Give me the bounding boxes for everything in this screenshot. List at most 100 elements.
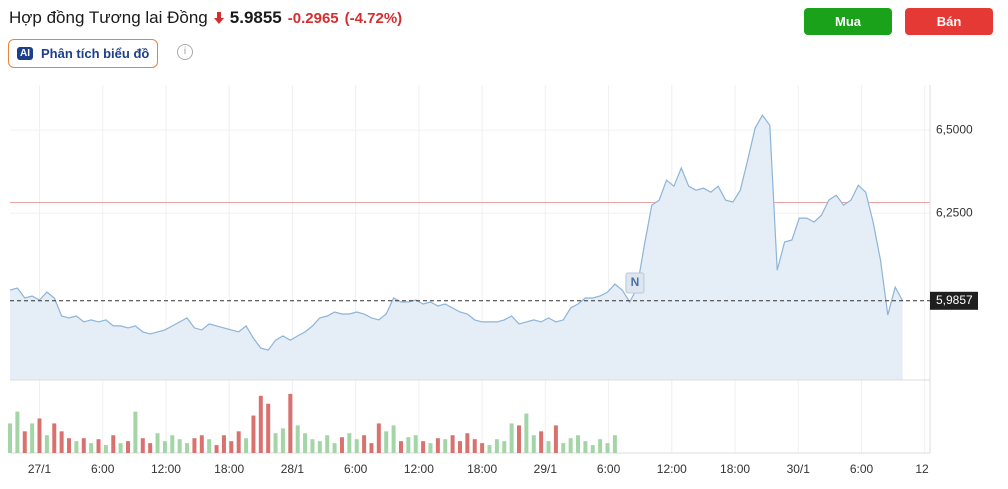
x-tick-label: 18:00: [467, 462, 497, 476]
volume-bar: [472, 439, 477, 453]
volume-bar: [539, 431, 544, 453]
volume-bar: [339, 437, 344, 453]
volume-bar: [517, 425, 522, 453]
volume-bar: [170, 435, 175, 453]
volume-bar: [207, 439, 212, 453]
volume-bar: [148, 443, 153, 453]
volume-bar: [325, 435, 330, 453]
volume-bar: [362, 435, 367, 453]
x-tick-label: 27/1: [28, 462, 52, 476]
volume-bar: [22, 431, 27, 453]
volume-bar: [74, 441, 79, 453]
change-percent: (-4.72%): [344, 9, 403, 27]
x-tick-label: 30/1: [787, 462, 811, 476]
x-tick-label: 6:00: [91, 462, 115, 476]
volume-bar: [229, 441, 234, 453]
volume-bar: [583, 441, 588, 453]
volume-bar: [369, 443, 374, 453]
volume-bar: [81, 438, 86, 453]
buy-button[interactable]: Mua: [804, 8, 892, 35]
volume-bar: [487, 445, 492, 453]
y-tick-label: 6,2500: [936, 205, 973, 219]
volume-bar: [347, 433, 352, 453]
x-tick-label: 18:00: [720, 462, 750, 476]
volume-bar: [288, 393, 293, 453]
volume-bar: [561, 443, 566, 453]
volume-bar: [37, 418, 42, 453]
volume-bar: [266, 403, 271, 453]
volume-bar: [524, 413, 529, 453]
volume-bar: [251, 415, 256, 453]
news-marker-label: N: [631, 275, 640, 289]
volume-bar: [44, 435, 49, 453]
price-line: [9, 114, 904, 351]
volume-bar: [391, 425, 396, 453]
volume-bar: [450, 435, 455, 453]
x-tick-label: 12: [915, 462, 929, 476]
volume-bar: [244, 438, 249, 453]
volume-bar: [398, 441, 403, 453]
volume-bar: [303, 433, 308, 453]
volume-bar: [111, 435, 116, 453]
volume-bar: [59, 431, 64, 453]
x-tick-label: 28/1: [281, 462, 305, 476]
analysis-button[interactable]: AI Phân tích biểu đồ: [8, 39, 159, 68]
x-tick-label: 12:00: [657, 462, 687, 476]
volume-bar: [428, 443, 433, 453]
volume-bar: [317, 441, 322, 453]
down-arrow: [213, 12, 224, 24]
info-icon[interactable]: i: [177, 44, 193, 60]
y-tick-label: 6,5000: [936, 122, 973, 136]
volume-bar: [384, 431, 389, 453]
volume-bar: [258, 395, 263, 453]
sell-button[interactable]: Bán: [905, 8, 993, 35]
volume-bar: [568, 438, 573, 453]
volume-bar: [273, 433, 278, 453]
header: Hợp đồng Tương lai Đồng 5.9855 -0.2965 (…: [9, 8, 402, 28]
volume-bar: [221, 435, 226, 453]
volume-bar: [480, 443, 485, 453]
volume-bar: [546, 441, 551, 453]
volume-bar: [465, 433, 470, 453]
volume-bar: [435, 438, 440, 453]
x-tick-label: 18:00: [214, 462, 244, 476]
volume-bar: [494, 439, 499, 453]
volume-bar: [118, 443, 123, 453]
volume-bar: [52, 423, 57, 453]
volume-bar: [354, 439, 359, 453]
volume-bar: [155, 433, 160, 453]
volume-bar: [553, 425, 558, 453]
volume-bar: [236, 431, 241, 453]
volume-bar: [126, 441, 131, 453]
volume-bar: [185, 443, 190, 453]
x-tick-label: 12:00: [151, 462, 181, 476]
last-price-box: [930, 291, 978, 310]
volume-bar: [332, 443, 337, 453]
volume-bar: [612, 435, 617, 453]
x-tick-label: 12:00: [404, 462, 434, 476]
news-marker: [625, 272, 645, 294]
volume-bar: [199, 435, 204, 453]
volume-bar: [30, 423, 35, 453]
volume-bar: [605, 443, 610, 453]
area: [10, 115, 903, 380]
volume-bar: [590, 445, 595, 453]
volume-bar: [457, 441, 462, 453]
x-tick-label: 29/1: [534, 462, 558, 476]
volume-bar: [89, 443, 94, 453]
analysis-label: Phân tích biểu đồ: [41, 46, 150, 61]
volume-bar: [8, 423, 12, 453]
volume-bar: [295, 425, 300, 453]
x-tick-label: 6:00: [344, 462, 368, 476]
ai-badge: AI: [17, 47, 33, 60]
change: -0.2965: [287, 9, 339, 27]
volume-bar: [413, 435, 418, 453]
volume-bar: [177, 439, 182, 453]
volume-bar: [376, 423, 381, 453]
volume-bar: [531, 435, 536, 453]
volume-bar: [421, 441, 426, 453]
x-tick-label: 6:00: [597, 462, 621, 476]
volume-bar: [310, 439, 315, 453]
